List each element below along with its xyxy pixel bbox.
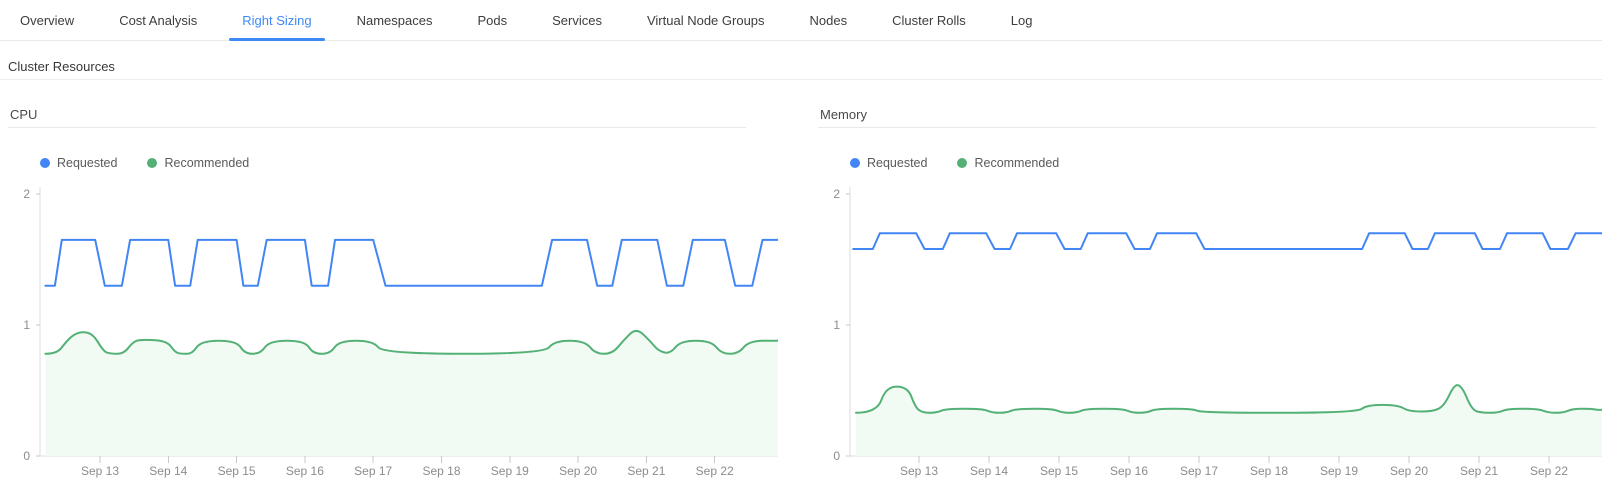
memory-legend-requested[interactable]: Requested	[850, 156, 927, 170]
tab-right-sizing[interactable]: Right Sizing	[229, 0, 325, 41]
tab-bar: Overview Cost Analysis Right Sizing Namespa…	[0, 0, 1602, 41]
svg-text:Sep 21: Sep 21	[627, 464, 665, 478]
tab-pods[interactable]: Pods	[477, 12, 508, 28]
svg-text:Sep 19: Sep 19	[1320, 464, 1358, 478]
memory-chart-title: Memory	[818, 95, 1596, 128]
svg-text:1: 1	[23, 318, 30, 332]
requested-dot-icon	[40, 158, 50, 168]
cpu-legend-requested[interactable]: Requested	[40, 156, 117, 170]
svg-text:Sep 17: Sep 17	[1180, 464, 1218, 478]
cpu-legend: Requested Recommended	[8, 155, 778, 171]
tab-namespaces[interactable]: Namespaces	[356, 12, 433, 28]
tab-cluster-rolls[interactable]: Cluster Rolls	[892, 12, 966, 28]
cpu-chart: 0 1 2 Sep 13 Sep 14 Sep 15 Sep 16 Sep 17 Sep 18 S…	[23, 187, 778, 478]
svg-text:Sep 16: Sep 16	[1110, 464, 1148, 478]
memory-chart: 0 1 2 Sep 13 Sep 14 Sep 15 Sep 16 Sep 17 Sep 18 S…	[833, 187, 1602, 478]
svg-text:Sep 22: Sep 22	[1530, 464, 1568, 478]
tab-overview[interactable]: Overview	[20, 12, 75, 28]
svg-text:1: 1	[833, 318, 840, 332]
cpu-legend-requested-label: Requested	[57, 156, 118, 170]
svg-text:Sep 20: Sep 20	[559, 464, 597, 478]
charts-row: CPU Requested Recommended 0 1 2 Sep 13 Sep 1…	[8, 95, 1602, 489]
svg-text:0: 0	[23, 449, 30, 463]
svg-text:Sep 15: Sep 15	[218, 464, 256, 478]
svg-text:0: 0	[833, 449, 840, 463]
recommended-dot-icon	[957, 158, 968, 168]
svg-text:Sep 13: Sep 13	[900, 464, 938, 478]
tab-cost-analysis[interactable]: Cost Analysis	[119, 12, 198, 28]
svg-text:Sep 17: Sep 17	[354, 464, 392, 478]
requested-dot-icon	[850, 158, 860, 168]
memory-legend-recommended[interactable]: Recommended	[957, 156, 1059, 170]
svg-text:Sep 22: Sep 22	[696, 464, 734, 478]
memory-legend: Requested Recommended	[818, 155, 1602, 171]
svg-text:Sep 14: Sep 14	[970, 464, 1008, 478]
cpu-legend-recommended-label: Recommended	[164, 156, 250, 170]
svg-text:Sep 19: Sep 19	[491, 464, 529, 478]
memory-legend-requested-label: Requested	[867, 156, 928, 170]
svg-text:Sep 21: Sep 21	[1460, 464, 1498, 478]
section-title: Cluster Resources	[0, 41, 1602, 80]
svg-text:Sep 18: Sep 18	[1250, 464, 1288, 478]
svg-text:Sep 18: Sep 18	[422, 464, 460, 478]
cpu-panel: CPU Requested Recommended 0 1 2 Sep 13 Sep 1…	[8, 95, 778, 489]
tab-nodes[interactable]: Nodes	[809, 12, 848, 28]
svg-text:2: 2	[833, 187, 840, 201]
svg-text:2: 2	[23, 187, 30, 201]
svg-text:Sep 14: Sep 14	[149, 464, 187, 478]
tab-services[interactable]: Services	[552, 12, 602, 28]
memory-legend-recommended-label: Recommended	[974, 156, 1060, 170]
tab-log[interactable]: Log	[1010, 12, 1033, 28]
tab-virtual-node-groups[interactable]: Virtual Node Groups	[646, 12, 765, 28]
cpu-legend-recommended[interactable]: Recommended	[147, 156, 249, 170]
cpu-chart-title: CPU	[8, 95, 746, 128]
recommended-dot-icon	[147, 158, 158, 168]
memory-panel: Memory Requested Recommended 0 1 2 Sep 13 Se…	[818, 95, 1602, 489]
svg-text:Sep 13: Sep 13	[81, 464, 119, 478]
svg-text:Sep 15: Sep 15	[1040, 464, 1078, 478]
svg-text:Sep 20: Sep 20	[1390, 464, 1428, 478]
svg-text:Sep 16: Sep 16	[286, 464, 324, 478]
